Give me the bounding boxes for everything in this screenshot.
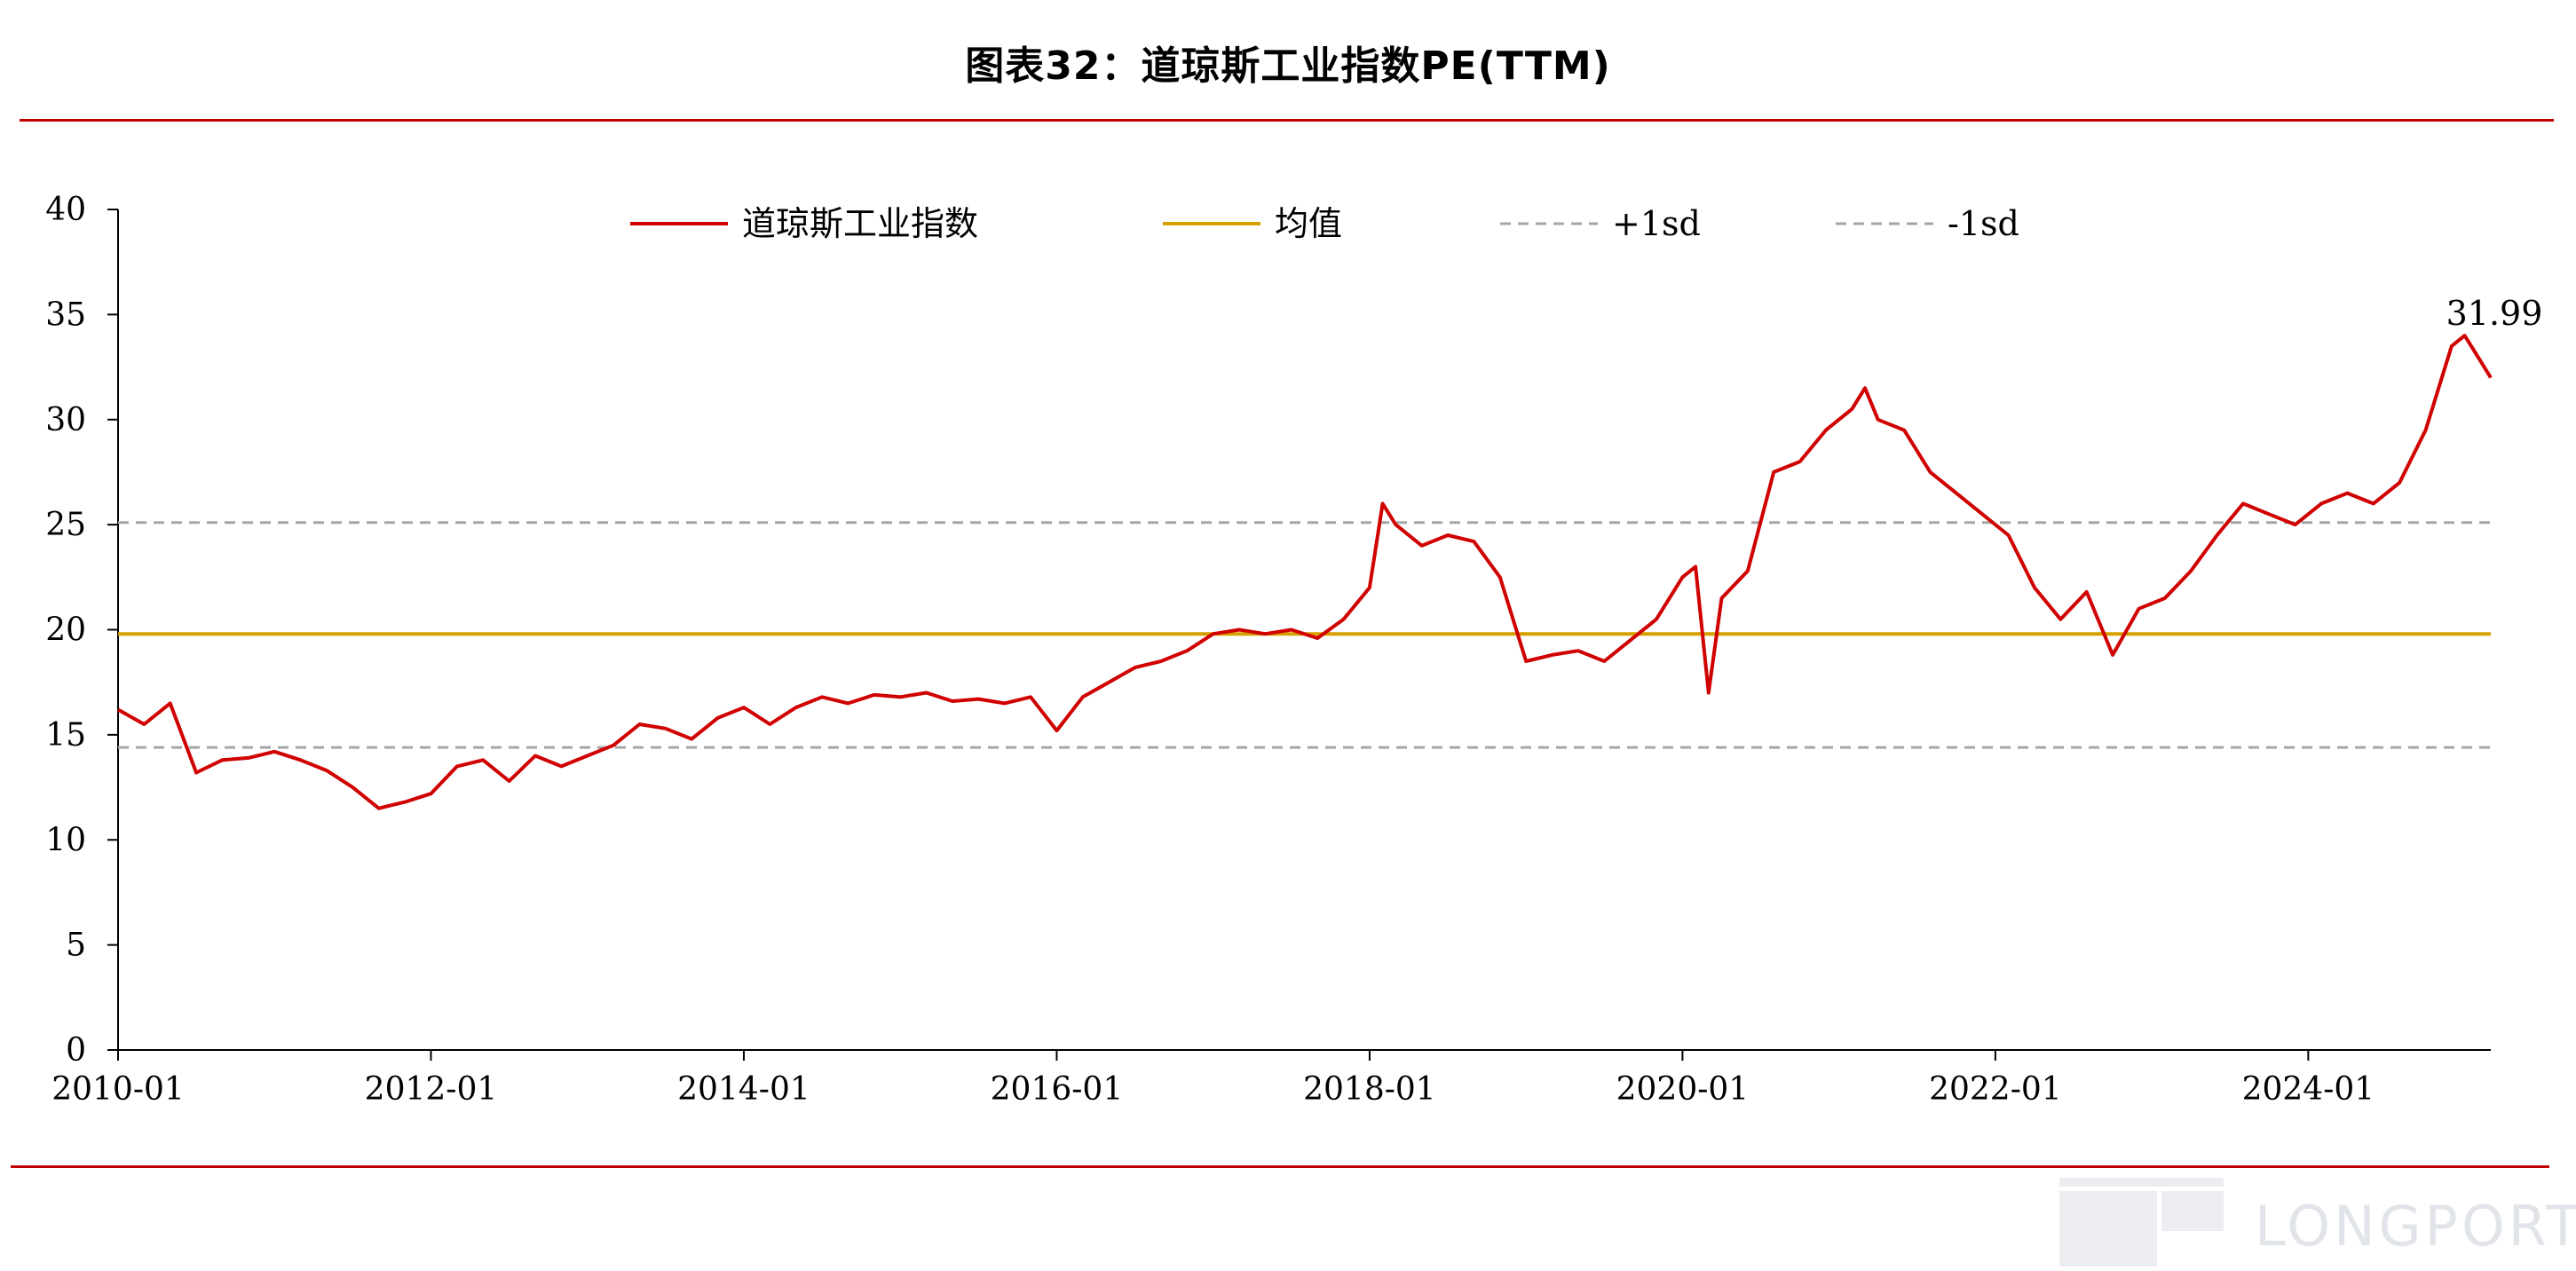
dow-pe-series-line: [117, 334, 2493, 810]
legend-label: +1sd: [1612, 204, 1701, 243]
x-tick-label: 2012-01: [365, 1071, 498, 1108]
watermark-text: LONGPORT: [2255, 1194, 2576, 1259]
chart-title: 图表32：道琼斯工业指数PE(TTM): [965, 43, 1611, 89]
last-value-label: 31.99: [2446, 294, 2543, 333]
annotation-layer: 31.99: [2446, 294, 2543, 333]
pe-line-chart: 道琼斯工业指数 均值 +1sd -1sd 0 5 10 15 20 25 30 35 40 2010-0…: [45, 192, 2543, 1108]
y-tick-label: 40: [45, 192, 86, 228]
y-tick-label: 30: [45, 402, 86, 438]
axes: 0 5 10 15 20 25 30 35 40 2010-01 2012-01 2014-01 201…: [45, 192, 2491, 1108]
y-tick-label: 5: [66, 928, 86, 964]
y-tick-label: 25: [45, 507, 86, 543]
legend-label: 均值: [1275, 204, 1342, 243]
x-tick-label: 2014-01: [677, 1071, 810, 1108]
watermark-logo: [2059, 1178, 2224, 1267]
x-tick-label: 2024-01: [2242, 1071, 2375, 1108]
legend-item-dow: 道琼斯工业指数: [630, 204, 978, 243]
y-tick-label: 0: [66, 1032, 86, 1069]
x-tick-label: 2018-01: [1303, 1071, 1436, 1108]
x-tick-label: 2022-01: [1929, 1071, 2062, 1108]
x-tick-label: 2020-01: [1616, 1071, 1750, 1108]
legend-label: 道琼斯工业指数: [742, 204, 978, 243]
legend-item-mean: 均值: [1163, 204, 1342, 243]
x-tick-label: 2016-01: [991, 1071, 1124, 1108]
legend-label: -1sd: [1948, 204, 2019, 243]
top-divider: [20, 119, 2554, 122]
legend-item-minus-1sd: -1sd: [1836, 204, 2019, 243]
y-tick-label: 10: [45, 822, 86, 858]
legend-item-plus-1sd: +1sd: [1500, 204, 1701, 243]
bottom-divider: [11, 1165, 2549, 1168]
series-layer: [117, 334, 2493, 810]
y-tick-label: 15: [45, 717, 86, 754]
y-tick-label: 20: [45, 612, 86, 649]
x-tick-label: 2010-01: [51, 1071, 185, 1108]
legend: 道琼斯工业指数 均值 +1sd -1sd: [630, 204, 2019, 243]
y-tick-label: 35: [45, 296, 86, 333]
